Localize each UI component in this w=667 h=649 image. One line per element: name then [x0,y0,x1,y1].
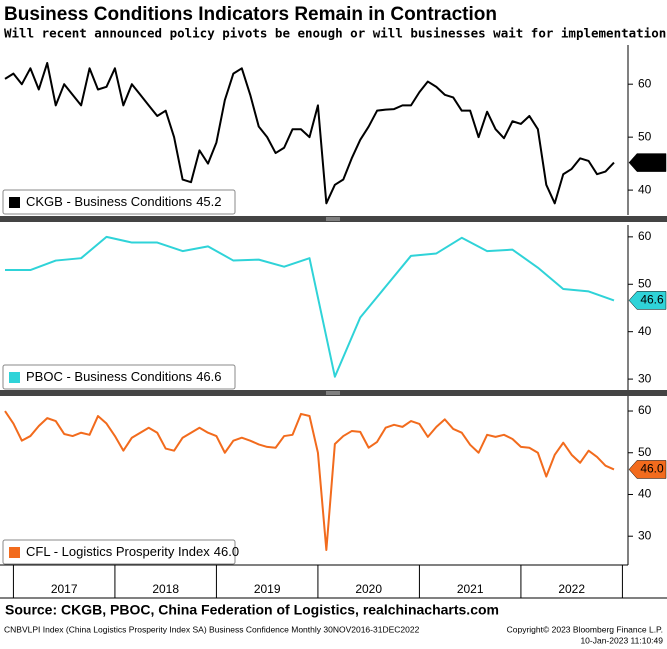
legend-name: PBOC - Business Conditions [26,369,193,384]
line [5,235,615,378]
legend-last-value: 46.0 [214,544,239,559]
value-label: 46.0 [640,462,664,476]
legend-last-value: 45.2 [196,194,221,209]
legend-name: CFL - Logistics Prosperity Index [26,544,210,559]
y-tick-label: 30 [638,528,652,542]
copyright: Copyright© 2023 Bloomberg Finance L.P. [507,624,663,634]
legend-entry: CFL - Logistics Prosperity Index 46.0 [26,544,239,559]
value-label: 45.2 [640,155,664,169]
panel-separator [0,216,667,222]
value-badge [628,291,667,310]
legend-swatch [9,197,20,208]
value-badge [628,153,667,172]
y-tick-label: 60 [638,76,652,90]
value-label: 46.6 [640,293,664,307]
source: Source: CKGB, PBOC, China Federation of … [5,602,499,618]
y-tick-label: 40 [638,487,652,501]
chart-title: Business Conditions Indicators Remain in… [4,4,497,25]
timestamp: 10-Jan-2023 11:10:49 [580,635,663,645]
y-tick-label: 50 [638,445,652,459]
x-tick-label: 2021 [457,582,484,596]
line [4,410,615,551]
x-tick-label: 2020 [355,582,382,596]
panel-separator [0,390,667,396]
y-tick-label: 60 [638,403,652,417]
footer-note: CNBVLPI Index (China Logistics Prosperit… [4,624,420,634]
legend-last-value: 46.6 [196,369,221,384]
y-tick-label: 50 [638,276,652,290]
y-tick-label: 30 [638,371,652,385]
x-tick-label: 2017 [51,582,78,596]
legend-entry: PBOC - Business Conditions 46.6 [26,369,222,384]
legend-entry: CKGB - Business Conditions 45.2 [26,194,222,209]
x-tick-label: 2018 [152,582,179,596]
value-badge [628,460,667,479]
x-tick-label: 2022 [558,582,585,596]
y-tick-label: 40 [638,182,652,196]
legend-swatch [9,372,20,383]
y-tick-label: 60 [638,229,652,243]
line [4,62,615,205]
y-tick-label: 50 [638,129,652,143]
legend-swatch [9,547,20,558]
legend-box [2,189,236,215]
chart-subtitle: Will recent announced policy pivots be e… [4,26,667,41]
legend-name: CKGB - Business Conditions [26,194,193,209]
x-tick-label: 2019 [254,582,281,596]
legend-box [2,364,236,390]
y-tick-label: 40 [638,324,652,338]
legend-box [2,539,236,565]
